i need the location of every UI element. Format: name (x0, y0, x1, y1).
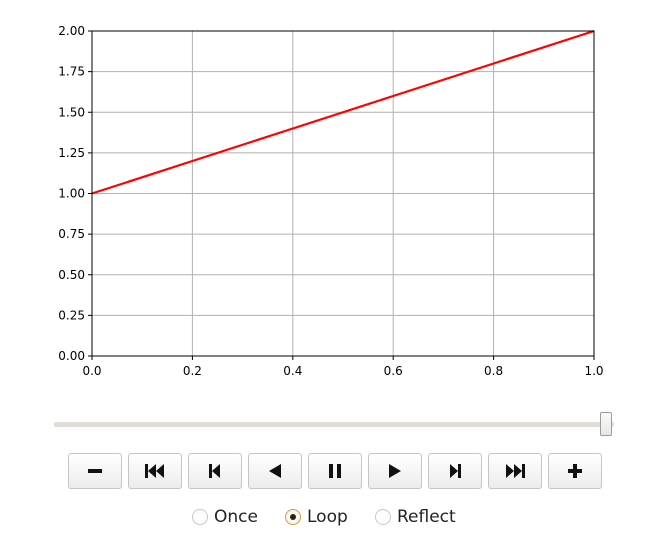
increase-speed-button[interactable] (548, 453, 602, 489)
radio-reflect[interactable]: Reflect (375, 505, 456, 529)
y-tick-label: 1.25 (58, 146, 85, 160)
next-frame-icon (450, 464, 461, 478)
x-tick-label: 1.0 (584, 364, 603, 378)
x-tick-label: 0.2 (183, 364, 202, 378)
axis-ticks: 0.0 0.2 0.4 0.6 0.8 1.0 0.00 0.25 0.50 0.75 1.00 1.… (58, 24, 603, 378)
radio-loop[interactable]: Loop (285, 505, 348, 529)
decrease-speed-button[interactable] (68, 453, 122, 489)
previous-frame-icon (209, 464, 220, 478)
first-frame-button[interactable] (128, 453, 182, 489)
previous-frame-button[interactable] (188, 453, 242, 489)
radio-once-circle[interactable] (192, 509, 208, 525)
x-tick-label: 0.8 (484, 364, 503, 378)
play-icon (389, 464, 401, 478)
radio-reflect-label: Reflect (397, 507, 456, 527)
line-chart: 0.0 0.2 0.4 0.6 0.8 1.0 0.00 0.25 0.50 0.75 1.00 1.… (58, 24, 603, 378)
slider-thumb[interactable] (600, 412, 612, 436)
y-tick-label: 0.25 (58, 308, 85, 322)
pause-button[interactable] (308, 453, 362, 489)
x-tick-label: 0.0 (82, 364, 101, 378)
y-tick-label: 2.00 (58, 24, 85, 38)
pause-icon (329, 464, 341, 478)
radio-loop-circle[interactable] (285, 509, 301, 525)
last-frame-icon (506, 464, 525, 478)
y-tick-label: 1.75 (58, 65, 85, 79)
y-tick-label: 1.50 (58, 105, 85, 119)
next-frame-button[interactable] (428, 453, 482, 489)
play-button[interactable] (368, 453, 422, 489)
x-tick-label: 0.4 (283, 364, 302, 378)
radio-loop-label: Loop (307, 507, 348, 527)
last-frame-button[interactable] (488, 453, 542, 489)
radio-once-label: Once (214, 507, 258, 527)
y-tick-label: 1.00 (58, 187, 85, 201)
radio-once[interactable]: Once (192, 505, 258, 529)
play-reverse-icon (269, 464, 281, 478)
plus-icon (568, 464, 582, 478)
slider-track[interactable] (54, 422, 614, 427)
frame-slider[interactable] (54, 412, 614, 438)
play-reverse-button[interactable] (248, 453, 302, 489)
x-tick-label: 0.6 (384, 364, 403, 378)
y-tick-label: 0.50 (58, 268, 85, 282)
y-tick-label: 0.00 (58, 349, 85, 363)
plot-frame (91, 30, 595, 357)
radio-reflect-circle[interactable] (375, 509, 391, 525)
series-layer (91, 29, 595, 195)
first-frame-icon (145, 464, 164, 478)
y-tick-label: 0.75 (58, 227, 85, 241)
series-line (91, 29, 595, 195)
minus-icon (88, 469, 102, 473)
grid (91, 30, 595, 357)
